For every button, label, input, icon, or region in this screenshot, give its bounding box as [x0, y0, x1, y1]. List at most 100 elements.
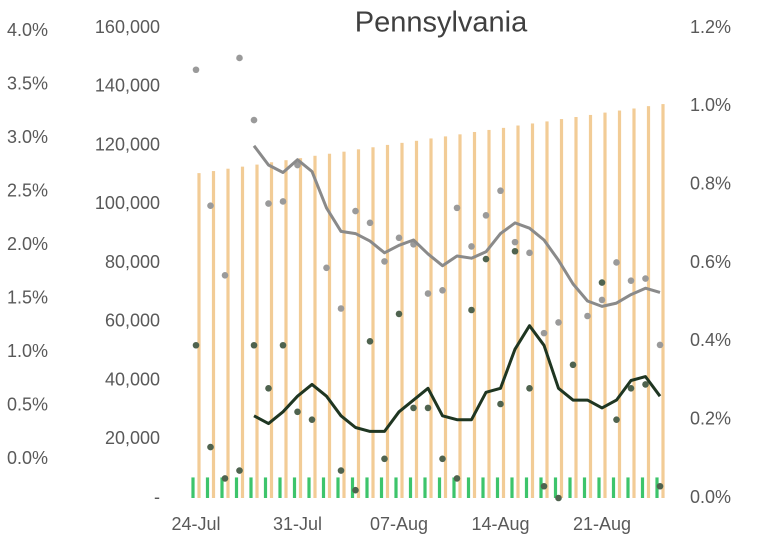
bar: [429, 138, 433, 498]
dot: [482, 212, 490, 219]
bar: [197, 173, 201, 499]
bar: [530, 123, 535, 498]
dot: [395, 310, 403, 318]
dot: [642, 275, 649, 282]
y2-tick-label: 1.0%: [690, 95, 731, 115]
dot: [453, 475, 461, 482]
bar: [661, 104, 665, 499]
bar: [466, 477, 471, 498]
bar: [516, 125, 520, 499]
bar: [394, 477, 398, 498]
bar: [559, 119, 564, 498]
y3-tick-label: 0.0%: [7, 448, 48, 468]
dot: [526, 249, 533, 257]
bar: [278, 477, 282, 498]
dot: [482, 255, 490, 263]
y2-tick-label: 0.8%: [690, 173, 731, 193]
dot: [555, 494, 562, 502]
dot: [555, 319, 562, 326]
y3-tick-label: 1.0%: [7, 341, 48, 361]
dot: [598, 279, 606, 286]
dot: [250, 341, 258, 349]
bar: [545, 121, 549, 498]
dot: [366, 219, 374, 227]
bar: [646, 106, 651, 498]
dot: [511, 238, 519, 246]
bar: [379, 477, 384, 498]
bar: [336, 477, 340, 498]
bar: [539, 477, 543, 498]
bar: [632, 108, 636, 499]
dot: [584, 312, 591, 320]
bar: [342, 151, 346, 498]
dot: [613, 416, 620, 423]
bar: [255, 164, 259, 498]
y2-tick-label: 0.0%: [690, 487, 731, 507]
dot: [381, 258, 388, 265]
dot: [642, 381, 649, 388]
bar: [292, 477, 297, 498]
y-tick-label: 100,000: [95, 193, 160, 213]
bar: [307, 477, 311, 498]
bar: [263, 477, 268, 498]
bar: [313, 155, 317, 498]
y3-tick-label: 3.0%: [7, 127, 48, 147]
bar: [501, 127, 506, 498]
y-tick-label: 40,000: [105, 369, 160, 389]
dot: [453, 204, 461, 212]
x-tick-label: 21-Aug: [573, 514, 631, 534]
bar: [617, 110, 622, 498]
y3-tick-label: 1.5%: [7, 288, 48, 308]
dot: [511, 247, 519, 255]
dot: [221, 475, 229, 482]
bar: [553, 477, 558, 498]
dot: [540, 482, 548, 490]
dot: [540, 329, 548, 337]
bar: [597, 477, 601, 498]
bar: [524, 477, 529, 498]
x-tick-label: 24-Jul: [171, 514, 220, 534]
bar: [588, 114, 593, 498]
y3-tick-label: 2.5%: [7, 181, 48, 201]
dot: [236, 467, 243, 474]
dot: [656, 341, 664, 349]
dot: [250, 116, 258, 124]
dot: [627, 385, 635, 392]
dot: [366, 338, 374, 345]
dot: [656, 482, 664, 490]
y-tick-label: 140,000: [95, 76, 160, 96]
bar: [350, 477, 355, 498]
dot: [613, 259, 620, 266]
y-tick-label: 60,000: [105, 311, 160, 331]
bar: [582, 477, 587, 498]
dot: [526, 385, 533, 392]
dot: [352, 207, 359, 215]
dot: [569, 361, 577, 369]
dot: [410, 404, 417, 412]
bar: [472, 131, 477, 499]
bar: [371, 147, 375, 498]
y2-tick-label: 0.2%: [690, 408, 731, 428]
dot: [439, 287, 446, 294]
dot: [439, 455, 446, 463]
bar: [211, 171, 216, 498]
bar: [226, 168, 230, 499]
bar: [408, 477, 413, 498]
y2-tick-label: 0.6%: [690, 252, 731, 272]
bar: [284, 160, 288, 498]
bar: [574, 117, 578, 498]
bar: [568, 477, 572, 498]
bar: [458, 134, 462, 498]
x-tick-label: 14-Aug: [471, 514, 529, 534]
bar: [220, 477, 224, 498]
bar: [655, 477, 659, 498]
dot: [381, 455, 388, 463]
bar: [356, 149, 361, 498]
dot: [192, 341, 200, 349]
dot: [468, 306, 475, 314]
y-tick-label: -: [154, 487, 160, 507]
bar: [249, 477, 253, 498]
y-tick-label: 20,000: [105, 428, 160, 448]
dot: [424, 290, 432, 297]
